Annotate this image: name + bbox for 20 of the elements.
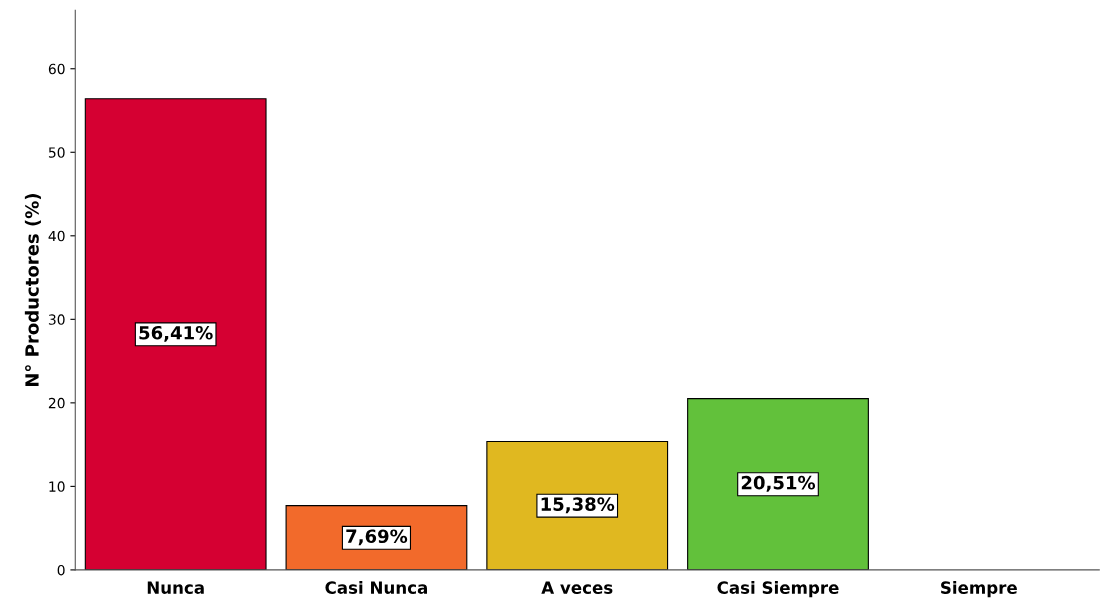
- data-label: 15,38%: [541, 497, 615, 514]
- x-tick-label: Casi Nunca: [325, 581, 427, 594]
- x-tick-label: Nunca: [147, 581, 204, 594]
- y-tick-label: 10: [49, 481, 65, 492]
- x-tick-label: A veces: [541, 581, 613, 594]
- x-tick-label: Casi Siempre: [717, 581, 839, 598]
- y-axis-title: N° Productores (%): [24, 194, 41, 387]
- bar: [687, 398, 869, 570]
- bar: [486, 440, 669, 570]
- y-tick-label: 40: [48, 230, 65, 242]
- data-label: 7,69%: [346, 529, 408, 546]
- y-tick-label: 60: [48, 63, 65, 75]
- y-tick-label: 20: [48, 397, 65, 409]
- y-tick-label: 30: [48, 314, 65, 325]
- bar: [84, 98, 267, 570]
- data-label: 20,51%: [741, 475, 816, 492]
- data-label: 56,41%: [139, 325, 213, 342]
- x-tick-label: Siempre: [941, 581, 1017, 598]
- y-tick-label: 50: [48, 147, 65, 158]
- y-tick-label: 0: [57, 564, 65, 576]
